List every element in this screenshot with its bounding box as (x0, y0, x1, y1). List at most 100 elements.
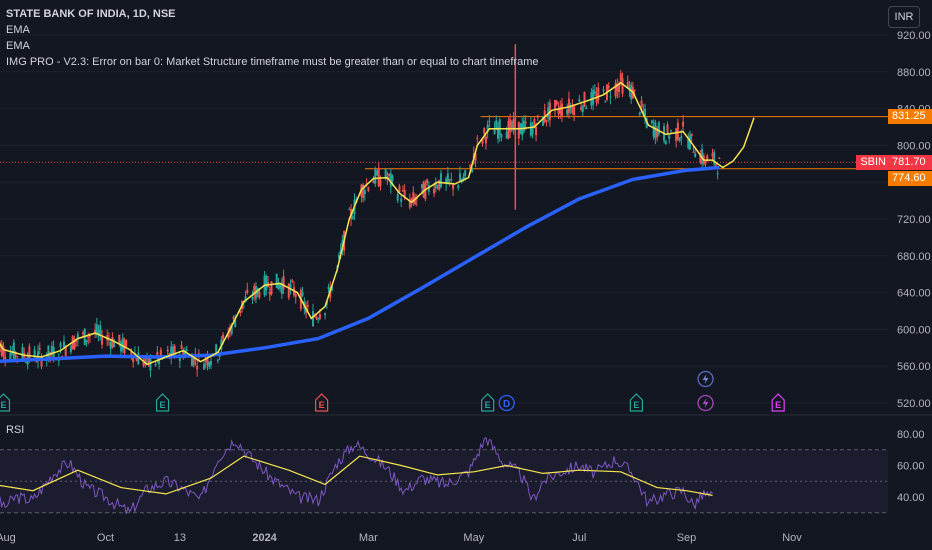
candle-body (426, 179, 429, 184)
price-tick-label: 640.00 (897, 288, 931, 300)
candle-body (524, 121, 527, 124)
candle-body (121, 337, 124, 350)
candle-body (445, 178, 448, 184)
candle-body (331, 285, 334, 291)
price-tick-label: 520.00 (897, 398, 931, 410)
candle-body (50, 345, 53, 355)
candle-body (265, 275, 268, 291)
candle-body (192, 354, 195, 366)
candle-body (173, 345, 176, 357)
candle-body (280, 283, 283, 294)
candle-body (434, 182, 437, 189)
candle-body (4, 356, 7, 360)
split-icon (702, 398, 709, 408)
candle-body (95, 324, 98, 335)
candle-body (714, 164, 717, 166)
candle-body (287, 283, 290, 298)
candle-body (517, 121, 520, 139)
candle-body (118, 334, 121, 344)
candle-body (291, 280, 294, 282)
candle-body (692, 151, 695, 153)
candle-body (251, 297, 254, 299)
candle-body (716, 173, 719, 175)
indicator-ema-1[interactable]: EMA (6, 24, 30, 36)
candle-body (47, 345, 50, 360)
candle-body (682, 121, 685, 127)
time-tick-label: Sep (677, 532, 697, 544)
candle-body (372, 180, 375, 184)
candle-body (62, 341, 65, 348)
candle-body (87, 336, 90, 338)
candle-body (602, 89, 605, 91)
candle-body (69, 346, 72, 353)
indicator-ema-2[interactable]: EMA (6, 40, 30, 52)
candle-body (239, 310, 242, 314)
candle-body (391, 175, 394, 181)
candle-body (166, 349, 169, 352)
candle-body (170, 346, 173, 358)
rsi-tick-label: 60.00 (897, 461, 925, 473)
price-tick-label: 600.00 (897, 324, 931, 336)
rsi-ma-line (0, 455, 713, 496)
candle-body (657, 122, 660, 135)
candle-body (450, 179, 453, 181)
candle-body (339, 250, 342, 254)
candle-body (690, 133, 693, 136)
candle-body (306, 305, 309, 307)
candle-body (626, 82, 629, 88)
candle-body (488, 120, 491, 122)
earnings-icon: E (160, 400, 166, 410)
candle-body (592, 89, 595, 105)
candle-body (277, 282, 280, 290)
currency-button[interactable]: INR (888, 6, 920, 28)
candle-body (410, 198, 413, 202)
candle-body (704, 160, 707, 165)
candle-body (457, 185, 460, 189)
candle-body (644, 109, 647, 117)
indicator-img-pro[interactable]: IMG PRO - V2.3: Error on bar 0: Market S… (6, 56, 539, 68)
candle-body (0, 343, 3, 356)
time-tick-label: Jul (572, 532, 586, 544)
candle-body (595, 94, 598, 103)
candle-body (711, 153, 714, 157)
candle-body (510, 121, 513, 129)
candle-body (388, 173, 391, 176)
candle-body (581, 105, 584, 113)
candle-body (654, 122, 657, 139)
candle-body (462, 176, 465, 181)
price-tick-label: 720.00 (897, 214, 931, 226)
candle-body (618, 84, 621, 93)
symbol-tag: SBIN (856, 155, 890, 170)
candle-body (573, 105, 576, 116)
candle-body (301, 292, 304, 296)
candle-body (675, 128, 678, 142)
candle-body (408, 199, 411, 208)
candle-body (607, 85, 610, 88)
candle-body (597, 87, 600, 101)
price-axis: 520.00560.00600.00640.00680.00720.00760.… (897, 30, 931, 504)
earnings-icon: E (0, 400, 6, 410)
candle-body (559, 105, 562, 114)
last-price-tag: 781.70 (888, 155, 932, 170)
candle-body (137, 352, 140, 365)
candle-body (541, 116, 544, 126)
candle-body (59, 343, 62, 348)
candle-body (438, 179, 441, 190)
time-tick-label: Oct (97, 532, 114, 544)
candle-body (529, 122, 532, 136)
candle-body (664, 140, 667, 145)
candles (0, 44, 721, 378)
candle-body (585, 107, 588, 109)
candle-body (76, 333, 79, 340)
candle-body (633, 89, 636, 91)
candle-body (448, 179, 451, 181)
ema-fast-line (0, 81, 755, 366)
candle-body (130, 351, 133, 357)
lightning-icon (702, 374, 709, 384)
candle-body (203, 363, 206, 370)
candle-body (535, 126, 538, 136)
candle-body (101, 337, 104, 345)
candle-body (512, 118, 515, 131)
candle-body (28, 346, 31, 360)
